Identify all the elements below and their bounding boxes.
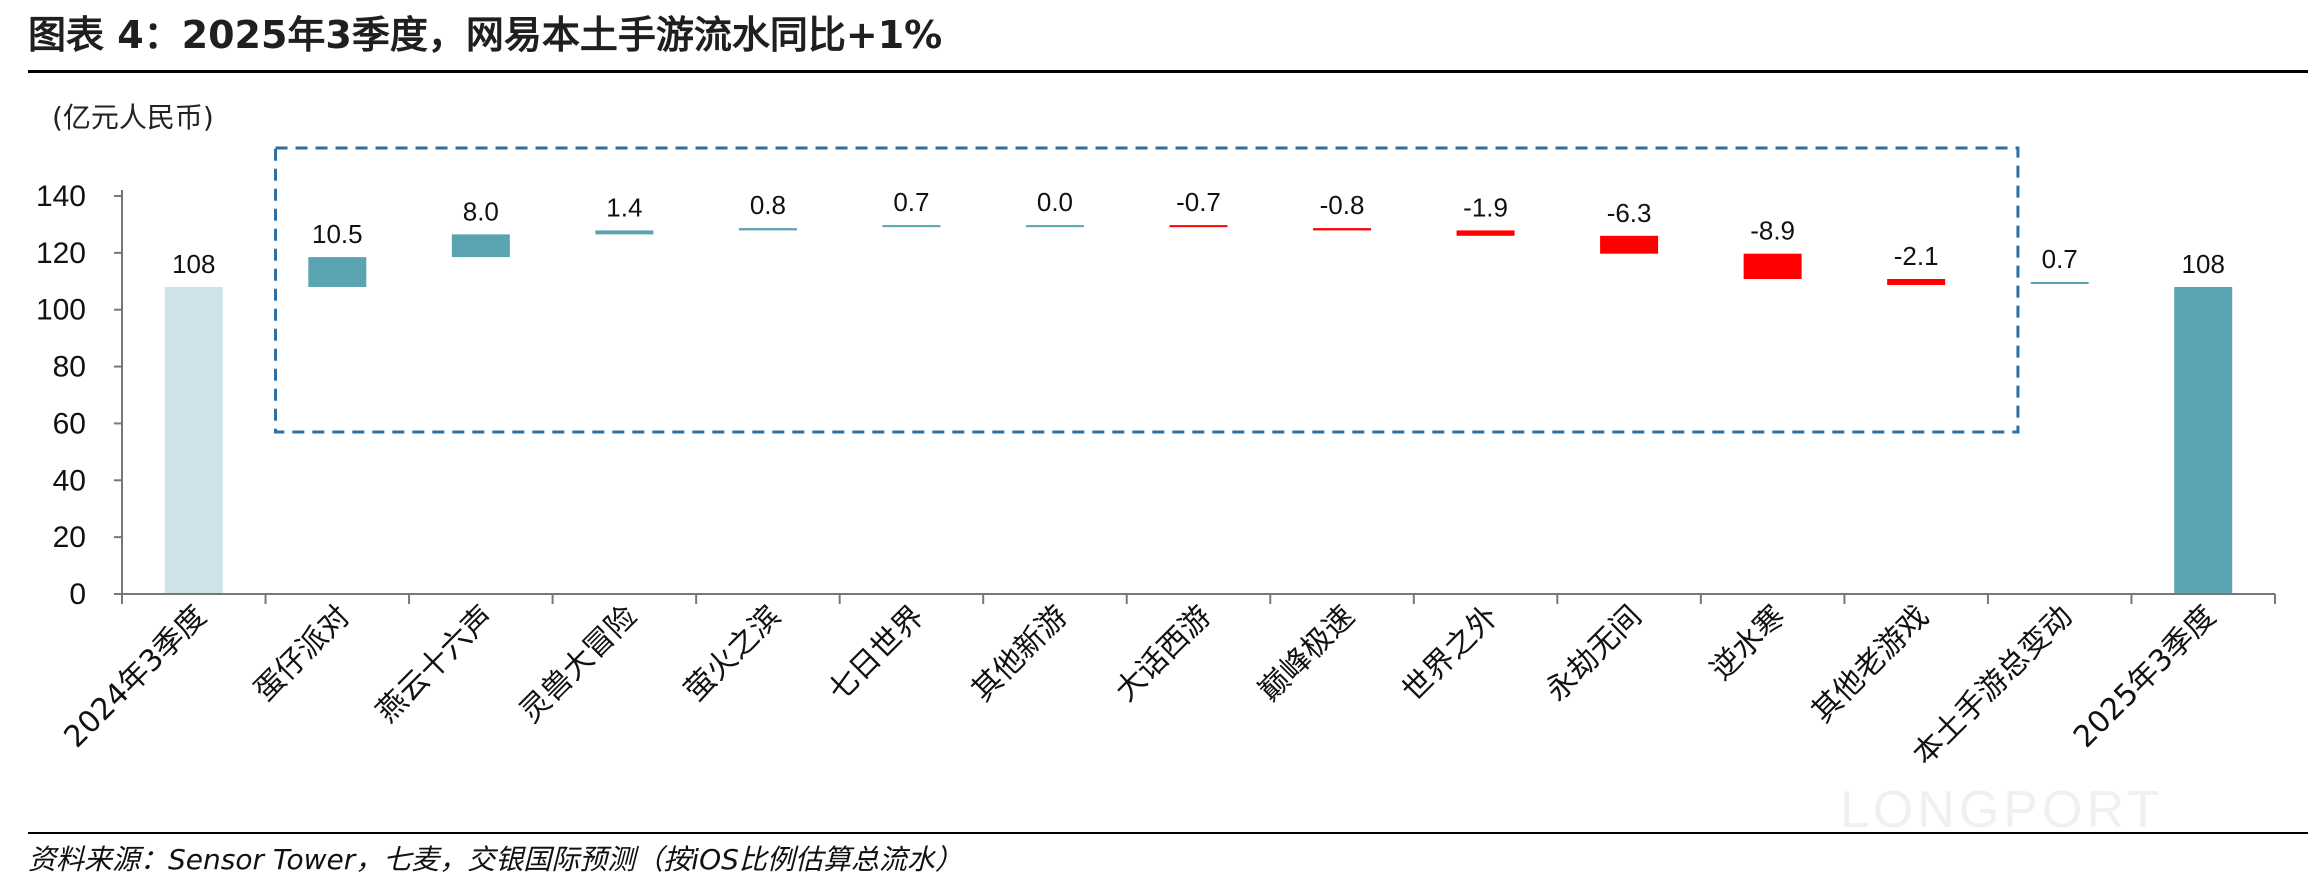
data-label: 10.5	[312, 219, 363, 249]
x-tick-label: 大话西游	[1109, 599, 1219, 709]
data-label: 108	[172, 249, 215, 279]
y-tick-label: 20	[53, 521, 86, 554]
y-tick-label: 80	[53, 351, 86, 384]
x-tick-label: 2025年3季度	[2067, 599, 2223, 755]
highlight-dashed-box	[274, 146, 2020, 434]
data-label: -1.9	[1463, 192, 1508, 222]
bar-decrease	[1313, 228, 1372, 231]
unit-label: (亿元人民币)	[52, 101, 214, 134]
y-tick-label: 100	[36, 294, 86, 327]
y-tick-label: 120	[36, 237, 86, 270]
x-tick-label: 萤火之滨	[678, 599, 788, 709]
y-tick-label: 140	[36, 180, 86, 213]
data-label: 108	[2182, 249, 2225, 279]
source-divider	[28, 832, 2308, 834]
x-tick-label: 世界之外	[1396, 599, 1506, 709]
data-labels: 108 10.5 8.0 1.4 0.8 0.7 0.0 -0.7 -0.8 -1.9 -6.3 -8…	[172, 187, 2225, 279]
x-tick-label: 灵兽大冒险	[513, 599, 644, 730]
data-label: 0.7	[893, 187, 929, 217]
x-tick-label: 永劫无间	[1539, 599, 1649, 709]
bar-decrease	[1456, 230, 1515, 236]
bars	[164, 225, 2233, 594]
data-label: -6.3	[1607, 198, 1652, 228]
x-tick-label: 巅峰极速	[1252, 599, 1362, 709]
y-tick-label: 40	[53, 464, 86, 497]
waterfall-chart: 0 20 40 60 80 100 120 140 108 10.5 8.0 1.4 0.8 0.7 0.…	[36, 146, 2276, 772]
x-tick-label: 2024年3季度	[58, 599, 214, 755]
x-tick-label: 其他老游戏	[1805, 599, 1936, 730]
data-label: 1.4	[606, 192, 642, 222]
data-label: 8.0	[463, 196, 499, 226]
title-divider	[28, 70, 2308, 73]
bar-total	[2174, 286, 2233, 594]
x-tick-label: 逆水寒	[1704, 599, 1792, 687]
bar-increase	[738, 228, 797, 231]
data-label: -0.8	[1320, 190, 1365, 220]
bar-increase	[451, 234, 510, 258]
bar-increase	[308, 257, 367, 287]
data-label: 0.7	[2042, 244, 2078, 274]
bar-increase	[595, 230, 654, 235]
data-label: 0.0	[1037, 187, 1073, 217]
x-axis: 2024年3季度 蛋仔派对 燕云十六声 灵兽大冒险 萤火之滨 七日世界 其他新游 大话西游 巅峰…	[58, 593, 2276, 772]
bar-increase	[1025, 225, 1084, 228]
y-tick-label: 60	[53, 407, 86, 440]
bar-decrease	[1600, 235, 1659, 254]
bar-increase	[882, 225, 941, 228]
x-tick-label: 其他新游	[965, 599, 1075, 709]
bar-decrease	[1743, 253, 1802, 280]
data-label: -8.9	[1750, 216, 1795, 246]
y-tick-label: 0	[69, 578, 86, 611]
bar-decrease	[1887, 279, 1946, 285]
figure-title: 图表 4：2025年3季度，网易本土手游流水同比+1%	[28, 13, 943, 57]
bar-decrease	[1169, 225, 1228, 228]
x-tick-label: 七日世界	[821, 599, 931, 709]
watermark-logo: LONGPORT	[1840, 781, 2163, 839]
data-label: 0.8	[750, 190, 786, 220]
bar-increase	[2030, 281, 2089, 284]
x-tick-label: 燕云十六声	[370, 599, 501, 730]
x-tick-label: 蛋仔派对	[247, 599, 357, 709]
y-axis: 0 20 40 60 80 100 120 140	[36, 180, 123, 611]
source-note: 资料来源：Sensor Tower，七麦，交银国际预测（按iOS比例估算总流水）	[28, 843, 963, 876]
data-label: -0.7	[1176, 187, 1221, 217]
bar-total	[164, 286, 223, 594]
data-label: -2.1	[1894, 241, 1939, 271]
